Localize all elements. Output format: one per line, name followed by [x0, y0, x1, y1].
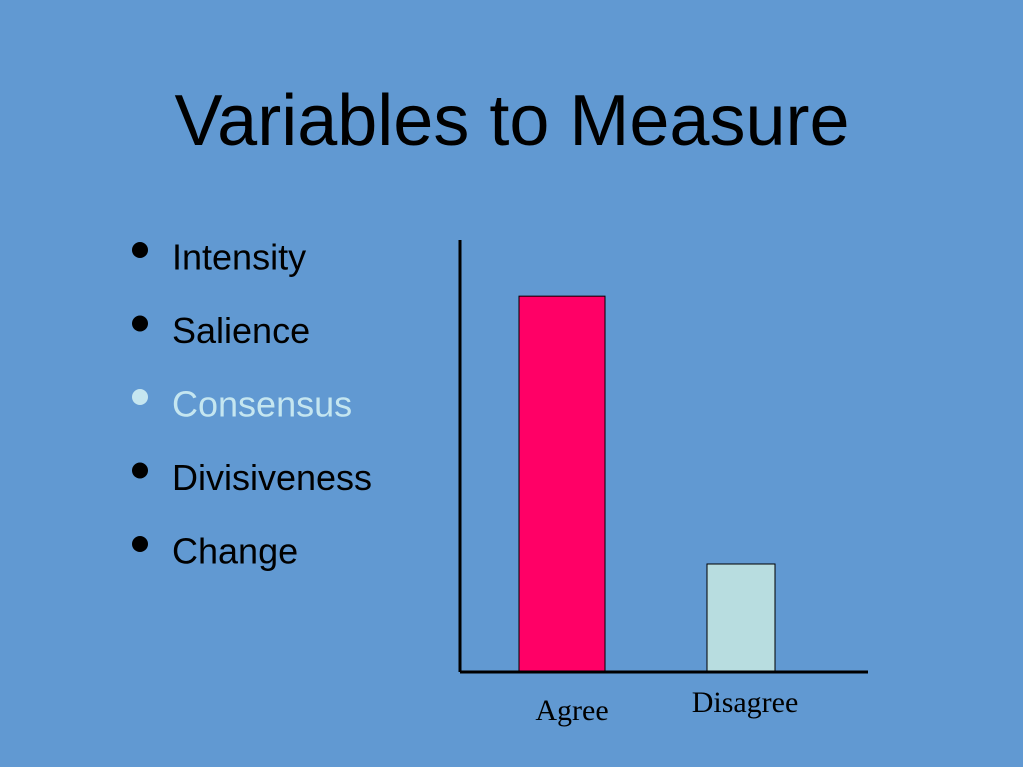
bullet-item: Salience — [132, 310, 310, 351]
bullet-dot — [132, 242, 148, 258]
bullet-dot — [132, 536, 148, 552]
bullet-item: Intensity — [132, 237, 306, 278]
bullet-text: Salience — [172, 310, 310, 351]
bar — [518, 295, 606, 673]
chart: Agree Disagree — [458, 240, 868, 727]
bullet-text: Consensus — [172, 384, 352, 425]
bullet-dot — [132, 315, 148, 332]
slide-title: Variables to Measure — [175, 81, 850, 161]
bullet-list: Intensity Salience Consensus Divisiveness Ch… — [132, 237, 372, 572]
bullet-text: Change — [172, 531, 298, 572]
bullet-dot — [132, 389, 148, 405]
bullet-item: Divisiveness — [132, 457, 372, 498]
bullet-item: Consensus — [132, 384, 352, 425]
bullet-text: Divisiveness — [172, 457, 372, 498]
x-tick-label: Agree — [535, 694, 608, 727]
x-tick-label: Disagree — [692, 686, 799, 719]
bullet-item: Change — [132, 531, 298, 572]
bullet-text: Intensity — [172, 237, 306, 278]
bullet-dot — [132, 462, 148, 479]
bar — [706, 563, 776, 673]
